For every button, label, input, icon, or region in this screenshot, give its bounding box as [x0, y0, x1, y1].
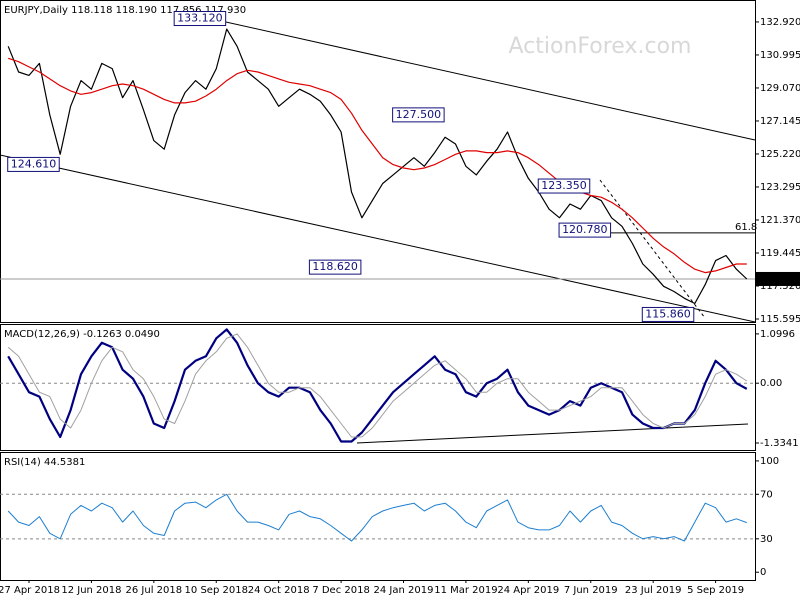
annotation-label: 118.620 [312, 260, 358, 273]
panel-title: MACD(12,26,9) -0.1263 0.0490 [4, 329, 160, 340]
y-tick-label: 1.0996 [760, 329, 795, 340]
y-tick-label: 100 [760, 456, 779, 467]
series-line [8, 57, 747, 274]
y-tick-label: 129.070 [760, 83, 800, 94]
x-tick-label: 7 Jun 2019 [564, 585, 618, 596]
dashed-trendline [599, 179, 706, 319]
annotation-box [641, 306, 695, 322]
x-tick-label: 23 Jul 2019 [625, 585, 682, 596]
annotation-label: 133.120 [177, 12, 223, 25]
annotation-box [7, 156, 60, 172]
annotation: 118.620 [308, 259, 362, 275]
annotation-box [537, 178, 591, 194]
x-tick-label: 10 Sep 2018 [185, 585, 248, 596]
annotation: 127.500 [392, 107, 445, 123]
y-tick-label: 130.995 [760, 50, 800, 61]
y-tick-label: -1.3341 [760, 438, 799, 449]
last-price-label: 117.930 [759, 274, 800, 285]
y-tick-label: 125.220 [760, 149, 800, 160]
annotation-box [173, 11, 227, 27]
panel-title: EURJPY,Daily 118.118 118.190 117.856 117… [4, 5, 246, 16]
series-line [7, 333, 748, 438]
annotation-label: 120.780 [562, 223, 608, 236]
channel-lower [0, 154, 756, 323]
y-tick-label: 70 [760, 489, 773, 500]
x-tick-label: 5 Sep 2019 [687, 585, 744, 596]
annotation-box [308, 259, 362, 275]
x-tick-label: 12 Jun 2018 [61, 585, 121, 596]
annotation-box [558, 222, 612, 238]
last-price-box [756, 271, 800, 286]
y-tick-label: 0.00 [760, 378, 782, 389]
macd-trendline [356, 423, 749, 444]
x-tick-label: 27 Apr 2018 [0, 585, 60, 596]
annotation: 120.780 [558, 222, 612, 238]
y-tick-label: 123.295 [760, 182, 800, 193]
x-tick-label: 24 Jan 2019 [374, 585, 434, 596]
y-tick-label: 30 [760, 534, 773, 545]
series-line [7, 328, 748, 443]
series-line [7, 493, 747, 542]
y-tick-label: 115.595 [760, 314, 800, 325]
annotation: 123.350 [537, 178, 591, 194]
y-tick-label: 117.520 [760, 281, 800, 292]
x-tick-label: 24 Oct 2018 [248, 585, 310, 596]
watermark: ActionForex.com [509, 34, 692, 59]
annotation-label: 127.500 [396, 108, 442, 121]
annotation-label: 124.610 [11, 157, 57, 170]
annotation: 124.610 [7, 156, 60, 172]
x-tick-label: 24 Apr 2019 [497, 585, 559, 596]
panel-frame [0, 324, 756, 451]
panel-frame [0, 0, 756, 323]
y-tick-label: 132.920 [760, 17, 800, 28]
series-line [7, 28, 748, 305]
y-tick-label: 127.145 [760, 116, 800, 127]
annotation-box [392, 107, 445, 123]
annotation-label: 123.350 [541, 179, 587, 192]
panel-frame [0, 452, 756, 581]
annotation: 115.860 [641, 306, 695, 322]
y-tick-label: 0 [760, 567, 766, 578]
y-tick-label: 121.370 [760, 215, 800, 226]
annotation: 133.120 [173, 11, 227, 27]
annotation-label: 115.860 [645, 307, 691, 320]
y-tick-label: 119.445 [760, 248, 800, 259]
x-tick-label: 7 Dec 2018 [312, 585, 370, 596]
fib-label: 61.8 [735, 222, 757, 233]
x-tick-label: 11 Mar 2019 [434, 585, 497, 596]
x-tick-label: 26 Jul 2018 [126, 585, 183, 596]
panel-title: RSI(14) 44.5381 [4, 457, 85, 468]
channel-upper [207, 17, 756, 141]
